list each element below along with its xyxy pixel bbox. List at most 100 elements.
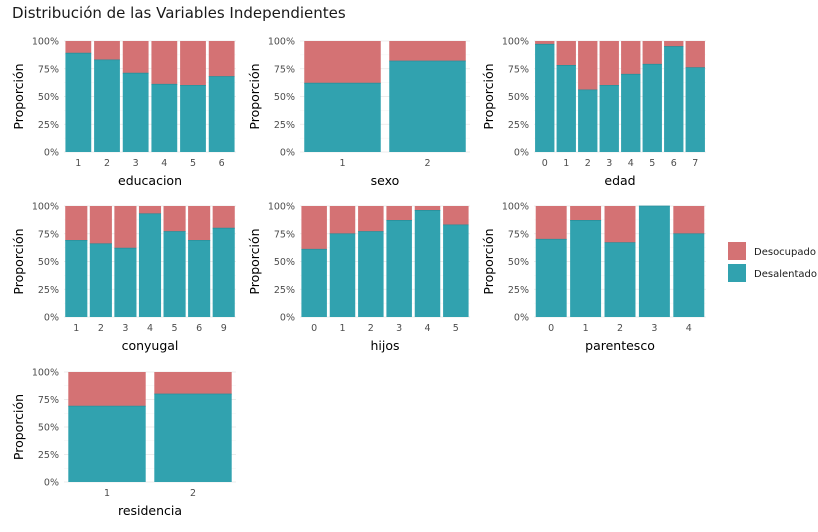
- bar-segment-desocupado-3: [386, 206, 412, 221]
- x-tick-label: 6: [196, 323, 202, 334]
- x-tick-label: 5: [649, 158, 655, 169]
- x-tick-label: 4: [424, 323, 430, 334]
- y-tick-label: 75%: [38, 229, 59, 240]
- bar-segment-desocupado-5: [180, 41, 206, 86]
- bar-segment-desocupado-2: [154, 372, 232, 394]
- x-tick-label: 1: [75, 158, 81, 169]
- y-tick-label: 75%: [508, 229, 529, 240]
- x-tick-label: 0: [311, 323, 317, 334]
- bar-segment-desocupado-4: [621, 41, 641, 75]
- bar-segment-desalentado-3: [599, 85, 619, 152]
- bar-segment-desalentado-1: [329, 233, 356, 317]
- y-tick-label: 100%: [32, 37, 59, 48]
- bar-segment-desocupado-2: [358, 206, 384, 232]
- bar-segment-desocupado-6: [188, 206, 211, 241]
- bar-segment-desocupado-2: [389, 41, 466, 61]
- x-tick-label: 0: [548, 323, 554, 334]
- bar-segment-desalentado-2: [89, 243, 112, 317]
- y-axis-title: Proporción: [11, 63, 26, 129]
- x-tick-label: 4: [161, 158, 167, 169]
- y-tick-label: 25%: [38, 450, 59, 461]
- x-tick-label: 4: [147, 323, 153, 334]
- bar-segment-desocupado-1: [556, 41, 576, 66]
- panel-residencia: 1 2 0% 25% 50% 75% 100% residencia Proporción: [11, 368, 236, 518]
- bar-segment-desalentado-2: [154, 394, 232, 482]
- bar-segment-desocupado-2: [604, 206, 636, 243]
- bar-segment-desocupado-2: [94, 41, 120, 60]
- y-tick-label: 25%: [274, 120, 295, 131]
- bar-segment-desocupado-6: [664, 41, 684, 47]
- bar-segment-desalentado-2: [604, 242, 636, 317]
- bar-segment-desalentado-5: [180, 85, 206, 152]
- y-tick-label: 25%: [38, 285, 59, 296]
- x-tick-label: 5: [172, 323, 178, 334]
- y-tick-label: 75%: [508, 64, 529, 75]
- bar-segment-desocupado-9: [212, 206, 235, 229]
- bar-segment-desalentado-2: [578, 89, 598, 152]
- x-axis-title: edad: [604, 173, 635, 188]
- x-tick-label: 2: [617, 323, 623, 334]
- bar-segment-desalentado-4: [673, 233, 705, 317]
- bar-segment-desalentado-4: [621, 74, 641, 152]
- y-tick-label: 75%: [274, 64, 295, 75]
- bar-segment-desocupado-3: [114, 206, 137, 249]
- legend-label: Desalentado: [754, 269, 817, 280]
- y-tick-label: 75%: [274, 229, 295, 240]
- bar-segment-desalentado-3: [114, 248, 137, 317]
- x-tick-label: 2: [98, 323, 104, 334]
- x-tick-label: 4: [686, 323, 692, 334]
- bar-segment-desalentado-3: [638, 206, 670, 317]
- bar-segment-desocupado-0: [535, 206, 567, 240]
- bar-segment-desocupado-5: [163, 206, 186, 232]
- bar-segment-desalentado-5: [642, 64, 662, 152]
- x-tick-label: 3: [396, 323, 402, 334]
- y-tick-label: 50%: [38, 92, 59, 103]
- y-tick-label: 50%: [508, 257, 529, 268]
- x-tick-label: 2: [424, 158, 430, 169]
- y-tick-label: 50%: [508, 92, 529, 103]
- y-tick-label: 0%: [514, 313, 529, 324]
- legend-key-desalentado: [728, 264, 746, 282]
- legend-key-desocupado: [728, 242, 746, 260]
- y-tick-label: 0%: [280, 313, 295, 324]
- bar-segment-desalentado-3: [386, 220, 412, 317]
- bar-segment-desalentado-4: [151, 84, 178, 152]
- bar-segment-desalentado-2: [358, 231, 384, 317]
- bar-segment-desalentado-5: [163, 231, 186, 317]
- bar-segment-desocupado-5: [642, 41, 662, 65]
- bar-segment-desalentado-4: [414, 210, 441, 317]
- y-tick-label: 100%: [502, 202, 529, 213]
- x-tick-label: 1: [563, 158, 569, 169]
- y-tick-label: 0%: [44, 313, 59, 324]
- y-tick-label: 0%: [44, 148, 59, 159]
- x-axis-title: residencia: [118, 503, 182, 518]
- bar-segment-desocupado-1: [570, 206, 602, 221]
- bar-segment-desocupado-3: [122, 41, 149, 74]
- bar-segment-desocupado-1: [304, 41, 381, 84]
- x-tick-label: 1: [73, 323, 79, 334]
- y-tick-label: 100%: [268, 37, 295, 48]
- page-title: Distribución de las Variables Independie…: [12, 4, 346, 22]
- bar-segment-desalentado-1: [304, 83, 381, 152]
- panel-edad: 0 1 2 3 4 5 6 7 0% 25% 50% 75% 100% edad Proporción: [481, 37, 706, 188]
- y-tick-label: 100%: [32, 368, 59, 379]
- y-tick-label: 100%: [268, 202, 295, 213]
- bar-segment-desalentado-9: [212, 228, 235, 317]
- bar-segment-desalentado-7: [685, 67, 705, 152]
- x-tick-label: 2: [190, 488, 196, 499]
- bar-segment-desocupado-4: [138, 206, 162, 214]
- y-tick-label: 75%: [38, 64, 59, 75]
- y-tick-label: 25%: [38, 120, 59, 131]
- y-tick-label: 75%: [38, 395, 59, 406]
- bar-segment-desocupado-2: [578, 41, 598, 90]
- bar-segment-desocupado-0: [535, 41, 555, 45]
- y-tick-label: 25%: [274, 285, 295, 296]
- bar-segment-desalentado-6: [188, 240, 211, 317]
- x-tick-label: 5: [190, 158, 196, 169]
- bar-segment-desalentado-0: [535, 239, 567, 317]
- bar-segment-desalentado-1: [556, 65, 576, 152]
- y-tick-label: 0%: [44, 478, 59, 489]
- y-axis-title: Proporción: [11, 394, 26, 460]
- bar-segment-desocupado-0: [301, 206, 327, 250]
- x-tick-label: 5: [453, 323, 459, 334]
